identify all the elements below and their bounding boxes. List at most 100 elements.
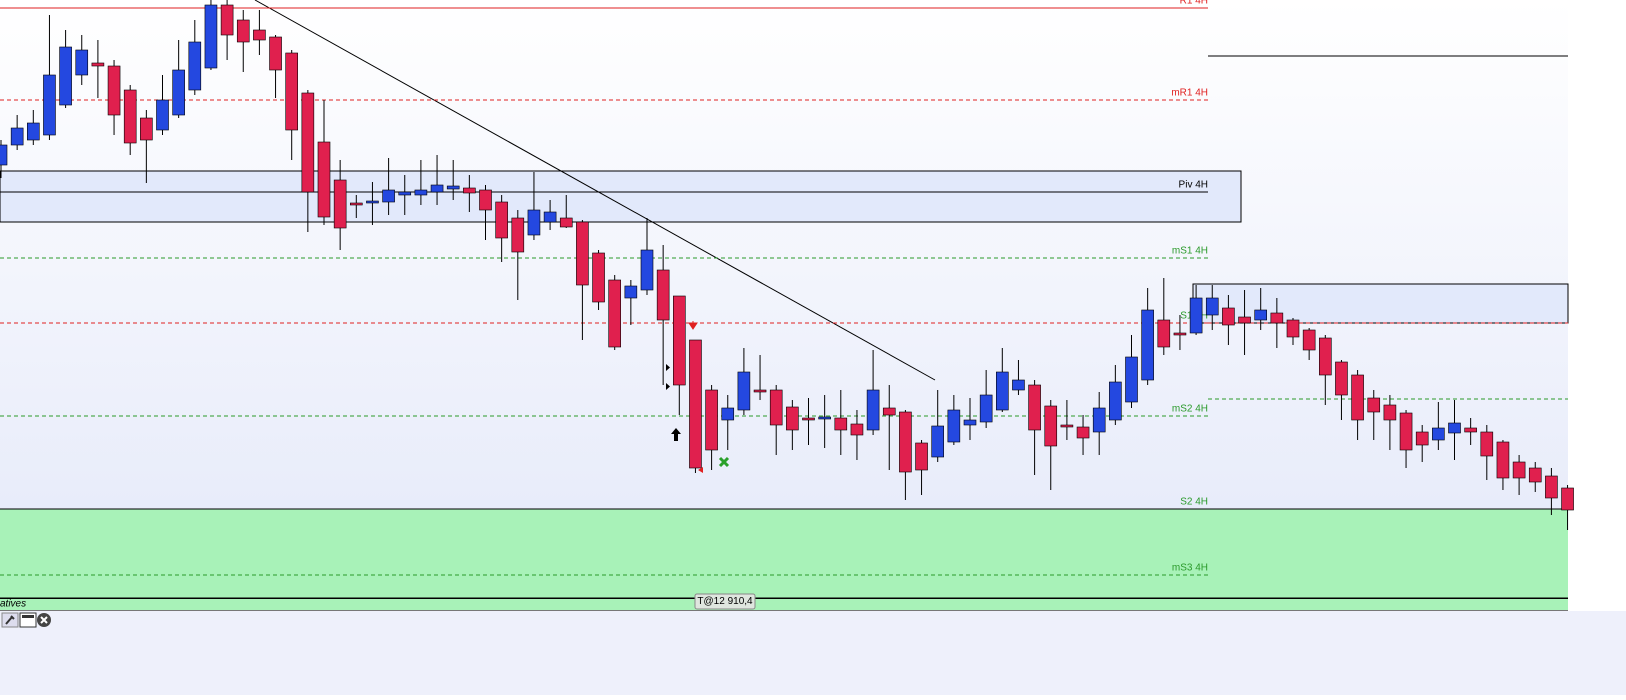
candle-body (834, 417, 848, 431)
candle-body (576, 221, 589, 286)
candle-body (527, 209, 541, 236)
candle-body (1254, 309, 1267, 321)
candle-body (382, 189, 395, 203)
support-zone (0, 509, 1568, 599)
sell-arrow (688, 321, 698, 330)
chart-background (0, 0, 1568, 510)
wrench-icon (5, 615, 15, 625)
candle-body (156, 99, 169, 131)
candle-body (1448, 422, 1461, 434)
candle-body (1383, 404, 1397, 421)
candle-body (1545, 475, 1558, 499)
candle-body (1528, 467, 1542, 483)
candle-body (398, 191, 412, 196)
candle-body (915, 442, 928, 471)
candle-body (1189, 297, 1203, 334)
candle-body (640, 249, 654, 291)
candle-body (1464, 427, 1477, 433)
level-label: Piv 4H (1179, 180, 1208, 191)
candle-body (1286, 319, 1300, 338)
candle-body (479, 189, 492, 211)
candle-body (430, 184, 444, 193)
candle-body (995, 371, 1009, 411)
candle-body (1432, 427, 1445, 441)
candle-body (188, 41, 202, 91)
candle-body (349, 202, 363, 206)
candle-body (204, 4, 218, 69)
candle-body (1028, 384, 1041, 431)
candle-body (1496, 441, 1510, 479)
candle-body (446, 185, 460, 190)
candle-body (366, 200, 379, 204)
lower-panel (0, 611, 1626, 695)
cursor-box (694, 593, 756, 610)
marker (698, 467, 703, 473)
candle-body (1060, 424, 1074, 428)
candle-body (1092, 407, 1106, 433)
candle-body (1319, 337, 1332, 376)
candle-body (1173, 332, 1187, 336)
candle-body (1367, 397, 1381, 413)
candle-body (802, 417, 815, 421)
window-icon (22, 615, 34, 618)
toolbar (1, 612, 51, 628)
candle-body (1415, 431, 1429, 446)
candle-body (1238, 316, 1251, 324)
candle-body (753, 389, 767, 393)
buy-arrow (671, 428, 681, 441)
level-label: mS2 4H (1172, 404, 1208, 415)
level-label: mR1 4H (1171, 88, 1208, 99)
candle-body (656, 269, 670, 321)
candle-body (91, 62, 105, 67)
candle-body (107, 65, 121, 116)
level-label: S2 4H (1180, 497, 1208, 508)
candle-body (1141, 309, 1154, 381)
candle-body (1076, 426, 1090, 439)
panel-label: atives (0, 599, 26, 610)
close-icon (40, 616, 48, 624)
candle-body (1512, 461, 1526, 479)
candle-body (866, 389, 880, 431)
level-label: mS1 4H (1172, 246, 1208, 257)
candle-body (463, 187, 476, 194)
candle-body (414, 189, 428, 196)
trend-line (254, 0, 936, 381)
cursor-label: T@12 910,4 (697, 596, 753, 607)
candle-body (26, 122, 40, 141)
candle-body (140, 117, 153, 141)
candle-body (543, 211, 557, 223)
pivot-zone (0, 170, 1242, 223)
candle-body (333, 179, 347, 229)
candle-body (705, 389, 718, 451)
candle-body (495, 201, 508, 239)
level-label: R1 4H (1180, 0, 1208, 7)
candle-body (1302, 329, 1316, 351)
candle-body (1157, 319, 1171, 348)
candle-body (721, 407, 735, 421)
candle-body (737, 371, 751, 411)
candle-body (43, 74, 56, 136)
candle-body (172, 69, 185, 116)
candle-body (818, 416, 831, 420)
candle-body (608, 279, 622, 348)
candle-body (317, 141, 331, 218)
candle-body (947, 409, 961, 443)
candle-body (511, 217, 525, 253)
candle-body (1351, 374, 1364, 421)
candle-body (1480, 431, 1494, 457)
candle-body (963, 419, 977, 426)
candle-body (850, 423, 864, 436)
candle-body (301, 92, 315, 193)
candle-body (786, 406, 799, 431)
candle-body (899, 411, 912, 473)
candle-body (1125, 356, 1138, 403)
candle-body (1399, 412, 1413, 451)
candle-body (10, 127, 24, 146)
candle-body (931, 425, 945, 458)
candle-body (882, 407, 896, 416)
level-label: mS3 4H (1172, 563, 1208, 574)
candle-body (123, 89, 137, 144)
candle-body (559, 217, 573, 228)
